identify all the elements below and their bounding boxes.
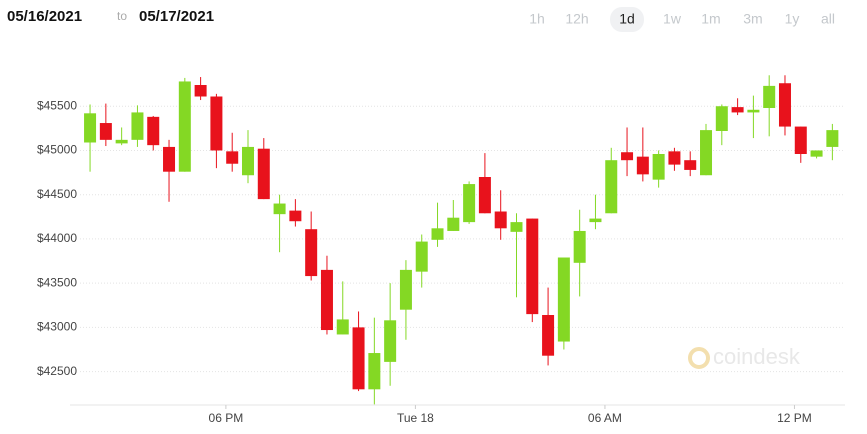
candle-body [526, 218, 539, 315]
candle-body [700, 130, 713, 176]
candle-body [368, 353, 381, 390]
candle-body [810, 150, 823, 157]
range-button[interactable]: 1h [529, 11, 545, 27]
candle-body [542, 315, 555, 356]
candle-body [557, 257, 570, 342]
candle-body [621, 152, 634, 161]
range-button[interactable]: 1m [701, 11, 720, 27]
candle-body [668, 151, 681, 165]
candle-body [494, 211, 507, 229]
candle-body [352, 327, 365, 390]
candle-body [826, 130, 839, 147]
candle-body [273, 203, 286, 215]
y-tick-label: $45500 [37, 98, 77, 112]
x-tick-label: Tue 18 [397, 411, 434, 425]
candle-body [210, 96, 223, 151]
date-from: 05/16/2021 [7, 8, 82, 25]
date-to: 05/17/2021 [139, 8, 214, 25]
candle-body [194, 85, 207, 97]
range-button[interactable]: 1w [663, 11, 682, 27]
date-separator: to [117, 9, 127, 23]
candle-body [163, 146, 176, 172]
candle-body [778, 83, 791, 127]
candle-body [684, 160, 697, 170]
candle-body [652, 154, 665, 180]
candle-body [794, 126, 807, 154]
y-tick-label: $44500 [37, 187, 77, 201]
candle-body [226, 151, 239, 164]
y-tick-label: $43500 [37, 275, 77, 289]
candle-body [605, 160, 618, 214]
watermark-logo [688, 347, 710, 369]
range-button[interactable]: 3m [743, 11, 762, 27]
candle-body [289, 210, 302, 222]
candle-body [431, 228, 444, 240]
candle-body [241, 146, 254, 176]
candle-body [336, 319, 349, 335]
candle-body [84, 113, 97, 143]
candle-body [447, 217, 460, 231]
candle-body [589, 218, 602, 223]
y-tick-label: $44000 [37, 231, 77, 245]
range-button[interactable]: 1d [619, 11, 635, 27]
candle-body [99, 123, 112, 140]
candle-body [747, 109, 760, 113]
y-tick-label: $43000 [37, 320, 77, 334]
candle-body [573, 230, 586, 263]
candle-body [415, 241, 428, 272]
x-tick-label: 06 PM [209, 411, 244, 425]
range-button[interactable]: all [821, 11, 835, 27]
candle-body [305, 229, 318, 277]
candle-body [147, 116, 160, 146]
candle-body [478, 177, 491, 214]
candle-body [636, 156, 649, 175]
candle-body [178, 81, 191, 172]
candle-body [384, 320, 397, 362]
candle-body [115, 139, 128, 144]
candle-body [463, 184, 476, 223]
candle-body [715, 106, 728, 131]
range-button[interactable]: 12h [565, 11, 588, 27]
candle-body [510, 222, 523, 232]
watermark-text: coindesk [713, 344, 801, 369]
range-selected-bg [610, 7, 644, 32]
watermark: coindesk [688, 344, 801, 369]
y-tick-label: $45000 [37, 143, 77, 157]
candle-body [131, 112, 144, 140]
candle-body [399, 269, 412, 310]
x-tick-label: 12 PM [777, 411, 812, 425]
y-tick-label: $42500 [37, 364, 77, 378]
range-selector: 1h 12h 1d 1w 1m 3m 1y all [529, 7, 835, 32]
candle-body [320, 269, 333, 331]
range-button[interactable]: 1y [785, 11, 800, 27]
x-tick-label: 06 AM [588, 411, 622, 425]
candle-body [763, 85, 776, 108]
candle-body [731, 107, 744, 113]
candle-body [257, 148, 270, 200]
